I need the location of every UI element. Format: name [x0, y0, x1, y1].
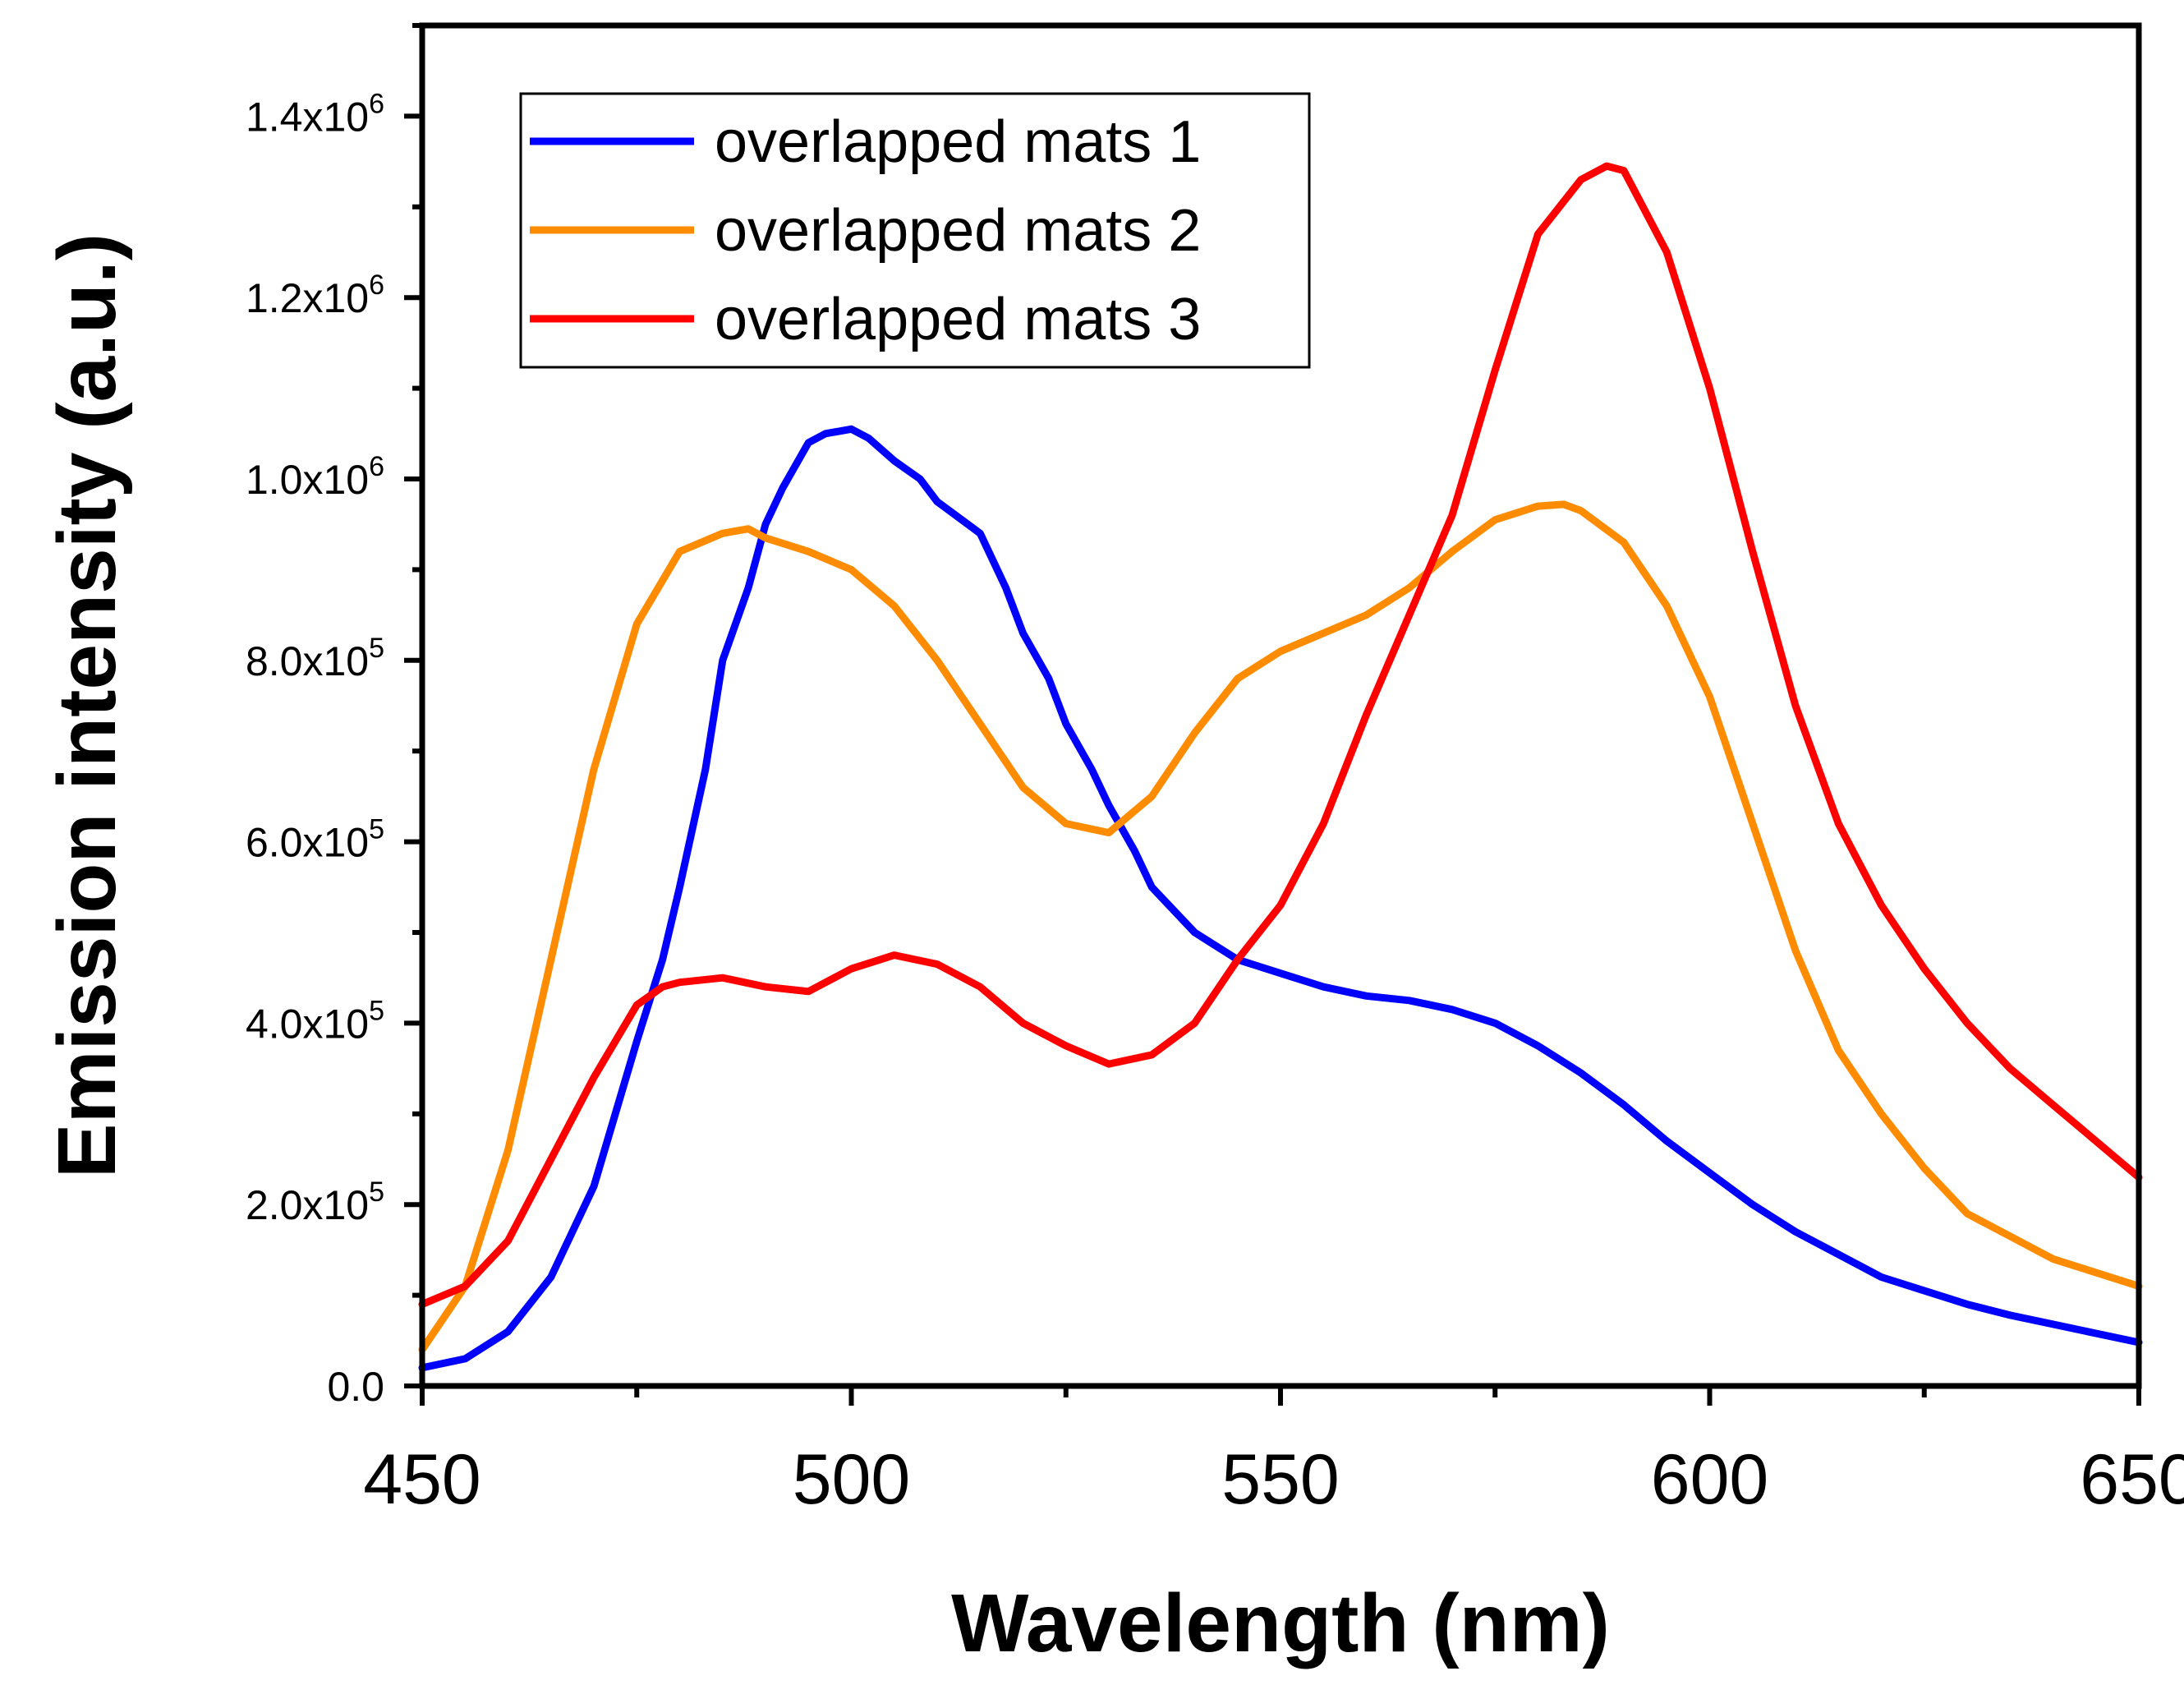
- y-axis: 0.0 2.0x105 4.0x105 6.0x105 8.0x105 1.0x106 1.…: [246, 23, 422, 1410]
- x-axis-label: Wavelength (nm): [951, 1577, 1610, 1669]
- y-tick-label: 1.2x106: [246, 269, 384, 321]
- series-line-2: [418, 500, 2143, 1354]
- x-tick-label: 600: [1651, 1440, 1769, 1519]
- legend-label-3: overlapped mats 3: [715, 287, 1201, 352]
- y-tick-exponent: 5: [369, 1176, 384, 1208]
- y-tick-label: 8.0x105: [246, 633, 384, 684]
- legend: overlapped mats 1 overlapped mats 2 overla…: [519, 92, 1311, 369]
- y-tick-exponent: 6: [369, 451, 384, 482]
- y-tick-label: 0.0: [327, 1364, 384, 1410]
- x-tick-label: 650: [2080, 1440, 2184, 1519]
- y-tick-label: 4.0x105: [246, 995, 384, 1047]
- legend-label-2: overlapped mats 2: [715, 198, 1201, 264]
- legend-label-1: overlapped mats 1: [715, 109, 1201, 175]
- legend-items: overlapped mats 1 overlapped mats 2 overla…: [530, 109, 1201, 352]
- y-tick-exponent: 5: [369, 633, 384, 664]
- x-tick-label: 500: [793, 1440, 911, 1519]
- y-tick-exponent: 6: [369, 269, 384, 301]
- y-tick-exponent: 6: [369, 88, 384, 119]
- x-axis: 450 500 550 600 650: [363, 1386, 2184, 1519]
- series-layer: [418, 162, 2143, 1372]
- series-line-3: [418, 162, 2143, 1309]
- y-tick-exponent: 5: [369, 995, 384, 1026]
- y-tick-label: 6.0x105: [246, 814, 384, 866]
- y-tick-label: 1.0x106: [246, 451, 384, 503]
- y-tick-exponent: 5: [369, 814, 384, 845]
- y-axis-label: Emission intensity (a.u.): [41, 233, 133, 1178]
- y-tick-label: 2.0x105: [246, 1176, 384, 1228]
- series-line-1: [418, 425, 2143, 1372]
- y-tick-label: 1.4x106: [246, 88, 384, 140]
- x-tick-label: 450: [363, 1440, 481, 1519]
- x-tick-label: 550: [1221, 1440, 1340, 1519]
